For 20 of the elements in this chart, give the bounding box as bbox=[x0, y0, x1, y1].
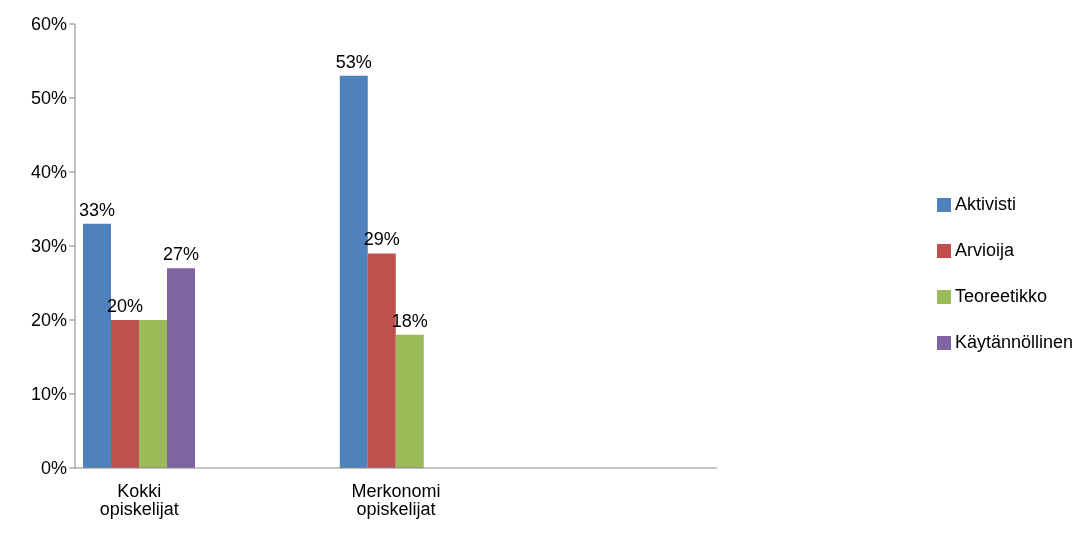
y-tick-label: 50% bbox=[30, 88, 67, 109]
y-tick-label: 20% bbox=[30, 310, 67, 331]
x-tick-label: Merkonomi opiskelijat bbox=[351, 480, 441, 519]
legend-label: Teoreetikko bbox=[954, 286, 1047, 306]
bar bbox=[139, 320, 167, 468]
y-tick-label: 60% bbox=[30, 14, 67, 35]
y-tick-label: 40% bbox=[30, 162, 67, 183]
x-tick-label: Kokki opiskelijat bbox=[99, 480, 179, 519]
data-label: 53% bbox=[335, 51, 372, 72]
bar bbox=[395, 334, 424, 468]
y-tick-label: 30% bbox=[30, 236, 67, 257]
bar bbox=[111, 320, 139, 468]
y-tick-label: 0% bbox=[40, 458, 67, 479]
data-label: 33% bbox=[78, 199, 116, 220]
y-tick-label: 10% bbox=[30, 384, 67, 405]
data-label: 27% bbox=[162, 244, 200, 265]
legend-label: Aktivisti bbox=[954, 194, 1016, 214]
bar bbox=[167, 268, 195, 468]
legend-label: Käytännöllinen bbox=[954, 332, 1073, 352]
legend-label: Arvioija bbox=[954, 240, 1014, 260]
